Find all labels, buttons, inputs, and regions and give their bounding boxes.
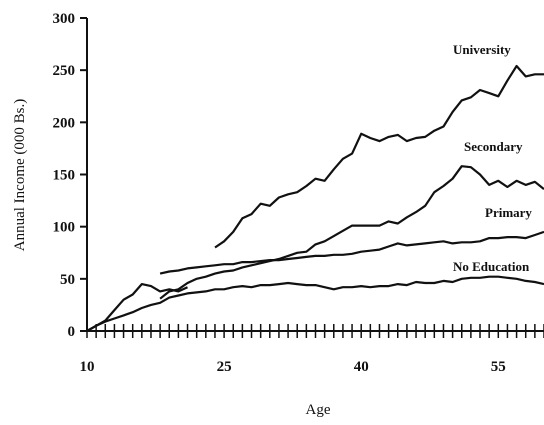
x-tick-label: 40 bbox=[354, 359, 369, 375]
y-tick-label: 0 bbox=[68, 324, 76, 340]
x-axis-title: Age bbox=[306, 402, 331, 418]
series-line-primary bbox=[159, 230, 544, 275]
y-tick-label: 300 bbox=[53, 11, 76, 27]
y-axis-title: Annual Income (000 Bs.) bbox=[12, 99, 28, 251]
x-tick-label: 10 bbox=[80, 359, 95, 375]
y-tick-label: 100 bbox=[53, 220, 76, 236]
series-line-no-education bbox=[86, 275, 544, 332]
y-tick-label: 150 bbox=[53, 168, 76, 184]
tick-labels: 0 50 100 150 200 250 300 10 25 40 55 bbox=[53, 11, 506, 375]
series-label-university: University bbox=[453, 42, 511, 57]
y-tick-label: 200 bbox=[53, 115, 76, 131]
series-label-primary: Primary bbox=[485, 205, 532, 220]
x-tick-label: 55 bbox=[491, 359, 506, 375]
series-label-secondary: Secondary bbox=[464, 139, 523, 154]
series-line-unlabeled bbox=[86, 283, 188, 332]
series-line-university bbox=[214, 64, 544, 249]
x-tick-label: 25 bbox=[217, 359, 232, 375]
y-tick-label: 250 bbox=[53, 63, 76, 79]
series-label-no-education: No Education bbox=[453, 259, 530, 274]
ticks bbox=[80, 17, 544, 338]
y-tick-label: 50 bbox=[60, 272, 75, 288]
series-line-secondary bbox=[159, 165, 544, 300]
series-lines bbox=[86, 64, 544, 332]
series-labels: University Secondary Primary No Education bbox=[453, 42, 532, 274]
